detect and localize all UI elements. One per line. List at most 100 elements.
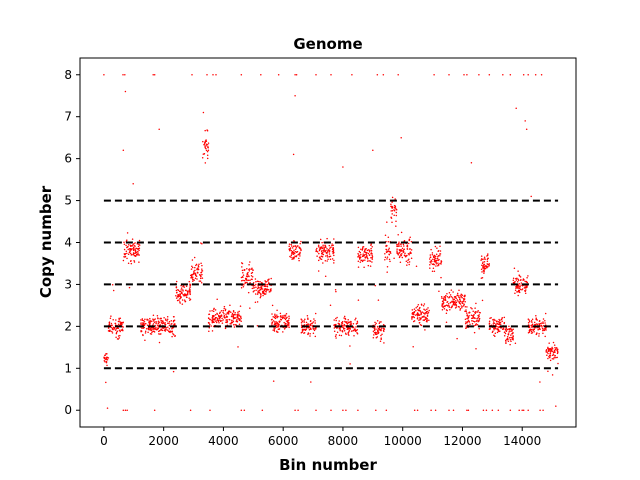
data-point [433, 260, 436, 263]
y-axis-title: Copy number [37, 185, 55, 298]
data-point [232, 311, 235, 313]
data-point [515, 277, 517, 280]
data-point [190, 274, 193, 277]
data-point [464, 301, 466, 303]
data-point [137, 250, 139, 253]
data-point [118, 329, 121, 331]
data-point [435, 259, 438, 262]
data-point [290, 256, 292, 259]
data-point [153, 74, 156, 76]
data-point [357, 409, 359, 411]
data-point [395, 211, 398, 214]
data-point [143, 324, 146, 327]
data-point [430, 248, 432, 251]
data-point [426, 315, 429, 317]
data-point [300, 240, 302, 243]
data-point [115, 331, 118, 334]
data-point [207, 149, 210, 152]
data-point [294, 250, 297, 253]
data-point [338, 327, 341, 330]
data-point [284, 316, 286, 318]
data-point [478, 317, 481, 320]
data-point [461, 307, 463, 309]
data-point [376, 74, 379, 76]
data-point [329, 304, 332, 306]
data-point [314, 322, 316, 324]
data-point [495, 323, 497, 325]
data-point [397, 245, 399, 248]
data-point [379, 321, 381, 323]
data-point [452, 298, 454, 300]
data-point [556, 356, 558, 359]
data-point [201, 268, 203, 270]
y-tick-label: 1 [64, 361, 72, 375]
data-point [478, 74, 480, 76]
data-point [419, 317, 422, 320]
data-point [130, 254, 133, 256]
data-point [163, 317, 165, 319]
data-point [158, 341, 161, 344]
data-point [338, 320, 340, 322]
data-point [508, 331, 510, 333]
data-point [362, 254, 365, 257]
data-point [509, 74, 512, 76]
data-point [223, 305, 226, 308]
data-point [358, 250, 361, 253]
data-point [486, 258, 489, 260]
data-point [501, 317, 503, 319]
data-point [478, 328, 480, 330]
data-point [171, 328, 173, 330]
data-point [120, 329, 122, 331]
data-point [403, 254, 406, 257]
data-point [368, 249, 371, 252]
data-point [175, 294, 177, 297]
data-point [506, 328, 509, 331]
data-point [307, 318, 309, 320]
data-point [248, 264, 250, 266]
data-point [230, 321, 233, 324]
data-point [481, 262, 484, 265]
data-point [202, 153, 205, 155]
data-point [292, 251, 295, 253]
data-point [547, 346, 549, 349]
data-point [466, 306, 468, 308]
data-point [152, 314, 155, 317]
data-point [149, 317, 151, 320]
data-point [218, 315, 220, 317]
data-point [303, 328, 306, 331]
data-point [120, 324, 122, 326]
data-point [464, 310, 466, 313]
data-point [396, 245, 398, 248]
data-point [354, 318, 356, 321]
data-point [515, 279, 518, 281]
data-point [549, 352, 552, 354]
data-point [381, 333, 383, 335]
data-point [399, 243, 401, 245]
data-point [271, 321, 274, 324]
data-point [205, 143, 208, 146]
data-point [515, 107, 517, 110]
data-point [551, 374, 554, 376]
data-point [189, 290, 191, 293]
data-point [166, 329, 169, 331]
data-point [133, 261, 136, 263]
data-point [341, 331, 344, 333]
data-point [547, 357, 549, 360]
data-point [489, 328, 491, 330]
data-point [517, 270, 519, 272]
data-point [480, 259, 482, 261]
data-point [412, 320, 415, 323]
data-point [274, 317, 277, 320]
data-point [547, 370, 549, 373]
data-point [276, 314, 278, 316]
data-point [373, 334, 375, 336]
data-point [344, 324, 346, 327]
data-point [386, 256, 389, 258]
data-point [464, 318, 467, 321]
data-point [183, 294, 185, 297]
data-point [251, 269, 254, 271]
data-point [234, 317, 236, 319]
data-point [300, 248, 302, 251]
data-point [400, 248, 402, 251]
data-point [365, 253, 367, 255]
